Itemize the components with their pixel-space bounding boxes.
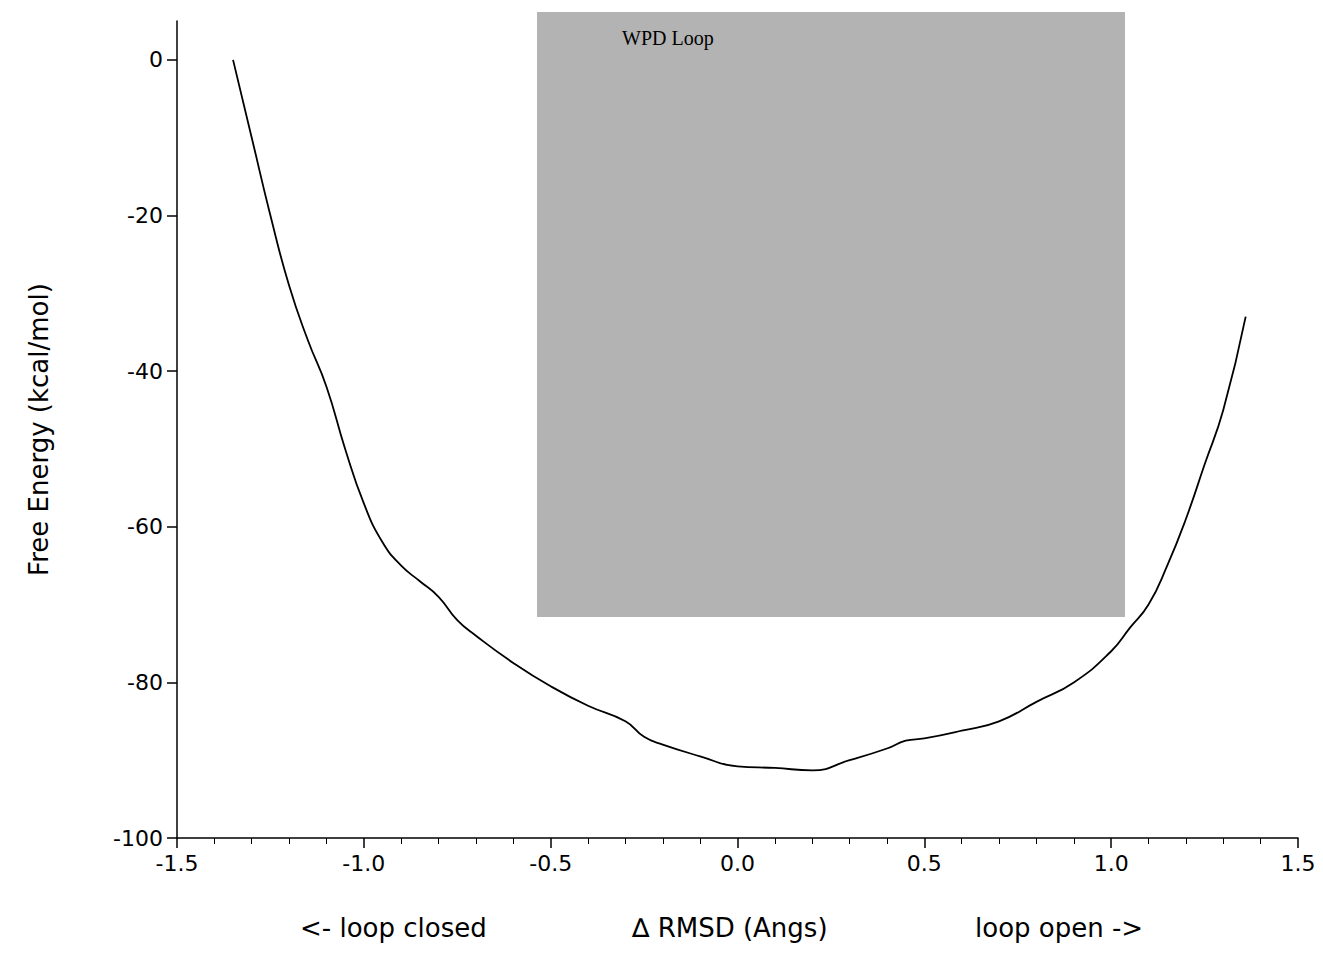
svg-text:WPD Loop: WPD Loop	[622, 27, 714, 50]
svg-text:1.5: 1.5	[1281, 851, 1316, 876]
svg-text:-20: -20	[127, 203, 163, 228]
svg-text:loop open ->: loop open ->	[975, 913, 1143, 943]
svg-text:<- loop closed: <- loop closed	[300, 913, 487, 943]
svg-text:-100: -100	[113, 826, 163, 851]
svg-text:0.0: 0.0	[720, 851, 755, 876]
svg-text:0.5: 0.5	[907, 851, 942, 876]
svg-text:-40: -40	[127, 359, 163, 384]
svg-text:-0.5: -0.5	[529, 851, 572, 876]
svg-text:∆ RMSD (Angs): ∆ RMSD (Angs)	[631, 913, 828, 943]
svg-text:-1.0: -1.0	[342, 851, 385, 876]
svg-text:-60: -60	[127, 514, 163, 539]
svg-text:-80: -80	[127, 670, 163, 695]
svg-text:0: 0	[149, 47, 163, 72]
svg-text:-1.5: -1.5	[156, 851, 199, 876]
svg-text:Free Energy (kcal/mol): Free Energy (kcal/mol)	[24, 283, 54, 576]
svg-text:1.0: 1.0	[1094, 851, 1129, 876]
